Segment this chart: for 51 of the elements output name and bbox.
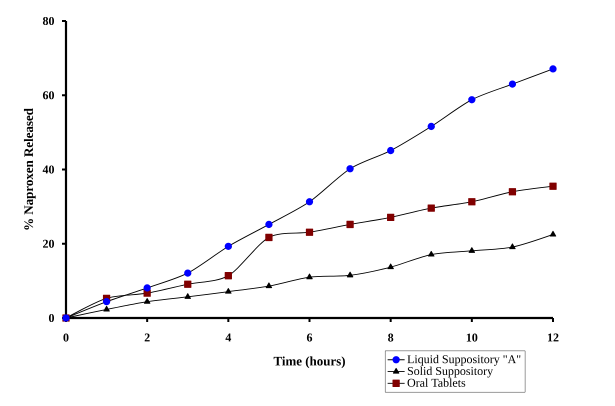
point <box>549 182 557 190</box>
point <box>224 242 232 250</box>
point <box>428 204 435 212</box>
y-tick-label: 80 <box>42 16 54 26</box>
point <box>102 298 110 306</box>
point <box>184 280 192 288</box>
x-axis-title: Time (hours) <box>274 356 345 368</box>
y-axis-title: % Naproxen Released <box>24 108 36 230</box>
y-tick-label: 0 <box>48 314 54 322</box>
point <box>509 243 516 250</box>
point <box>184 293 191 299</box>
point <box>265 220 273 228</box>
point <box>468 96 476 104</box>
point <box>468 247 476 253</box>
point <box>225 288 232 294</box>
point <box>549 65 557 73</box>
y-tick-label: 40 <box>42 165 54 174</box>
point <box>306 198 314 206</box>
point <box>428 122 435 130</box>
point <box>346 272 354 278</box>
point <box>508 80 516 88</box>
point <box>265 234 273 242</box>
x-tick-label: 10 <box>466 334 478 342</box>
point <box>468 198 476 206</box>
x-tick-label: 6 <box>306 334 312 342</box>
point <box>306 228 314 236</box>
point <box>428 250 434 257</box>
x-tick-label: 12 <box>548 334 558 342</box>
x-tick-label: 8 <box>388 334 394 342</box>
legend-label: Solid Suppository <box>408 366 494 378</box>
x-tick-label: 2 <box>144 334 150 342</box>
point <box>144 284 151 292</box>
y-tick-label: 20 <box>43 240 54 248</box>
point <box>387 264 394 270</box>
x-tick-label: 0 <box>63 334 69 342</box>
point <box>224 272 232 280</box>
legend-label: Oral Tablets <box>408 378 466 387</box>
point <box>306 274 313 280</box>
legend-label: Liquid Suppository "A" <box>407 354 520 366</box>
point <box>266 282 272 288</box>
point <box>387 146 394 154</box>
point <box>508 188 516 196</box>
point <box>387 214 394 222</box>
point <box>346 165 354 172</box>
point <box>346 220 354 228</box>
point <box>550 230 556 237</box>
x-tick-label: 4 <box>226 334 232 342</box>
y-tick-label: 60 <box>42 91 54 100</box>
point <box>144 298 150 304</box>
point <box>103 306 110 312</box>
point <box>184 269 192 277</box>
